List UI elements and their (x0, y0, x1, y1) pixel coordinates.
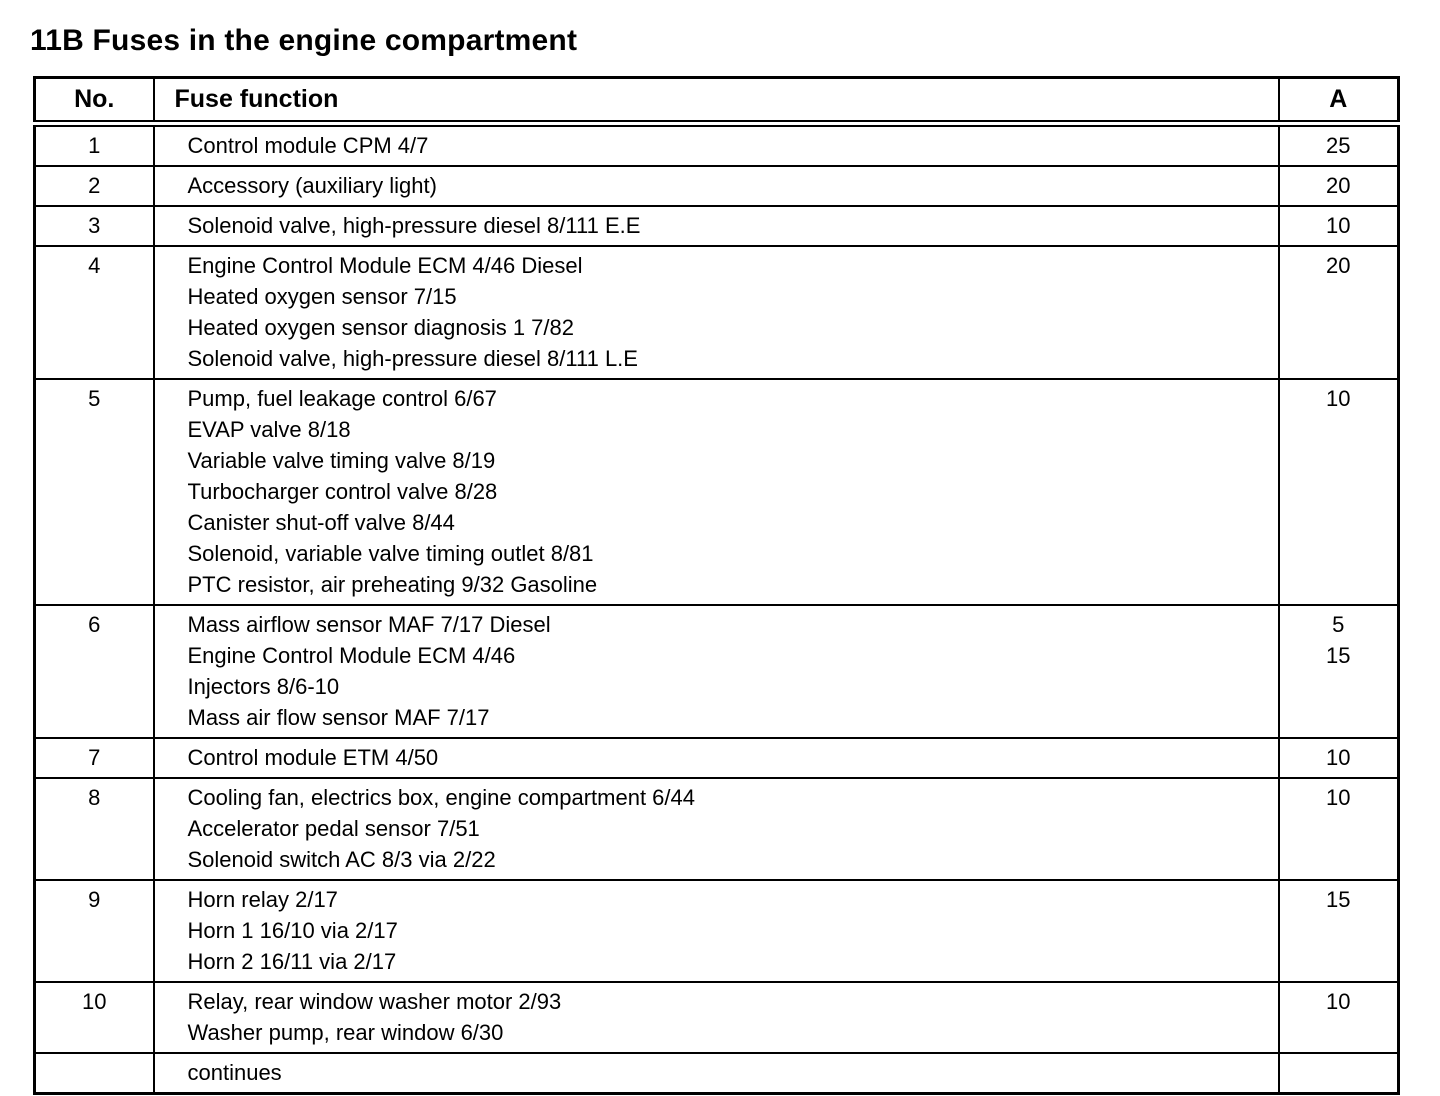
fuse-function-line: Mass airflow sensor MAF 7/17 Diesel (187, 612, 551, 637)
fuse-functions: Pump, fuel leakage control 6/67 EVAP valv… (152, 378, 1280, 606)
fuse-function-line: Heated oxygen sensor 7/15 (187, 284, 457, 309)
table-row: 1 Control module CPM 4/7 25 (33, 122, 1400, 167)
fuse-amps: 10 (1277, 981, 1400, 1054)
fuse-amps: 10 (1277, 378, 1400, 606)
fuse-functions: Accessory (auxiliary light) (152, 165, 1280, 207)
fuse-functions: Cooling fan, electrics box, engine compa… (152, 777, 1280, 881)
fuse-function-line: Heated oxygen sensor diagnosis 1 7/82 (187, 315, 574, 340)
fuse-function-line: Solenoid valve, high-pressure diesel 8/1… (187, 346, 638, 371)
amp-value: 10 (1326, 989, 1351, 1014)
amp-value: 15 (1326, 643, 1351, 668)
fuse-number: 5 (33, 378, 155, 606)
fuse-function-line: continues (187, 1060, 282, 1085)
column-header-fuse-function: Fuse function (152, 76, 1280, 127)
table-row: continues (33, 1052, 1400, 1095)
table-row: 6 Mass airflow sensor MAF 7/17 Diesel Eng… (33, 604, 1400, 739)
fuse-function-line: Turbocharger control valve 8/28 (187, 479, 498, 504)
fuse-function-line: Control module ETM 4/50 (187, 745, 439, 770)
fuse-amps: 10 (1277, 777, 1400, 881)
fuse-function-line: Horn 1 16/10 via 2/17 (187, 918, 398, 943)
table-row: 8 Cooling fan, electrics box, engine com… (33, 777, 1400, 881)
fuse-number: 9 (33, 879, 155, 983)
fuse-function-line: Solenoid switch AC 8/3 via 2/22 (187, 847, 496, 872)
amp-value: 15 (1326, 887, 1351, 912)
fuse-function-line: Accelerator pedal sensor 7/51 (187, 816, 480, 841)
fuse-functions: Horn relay 2/17 Horn 1 16/10 via 2/17 Horn… (152, 879, 1280, 983)
table-row: 2 Accessory (auxiliary light) 20 (33, 165, 1400, 207)
fuse-amps: 25 (1277, 122, 1400, 167)
fuse-functions: Control module ETM 4/50 (152, 737, 1280, 779)
fuse-table-header: No. Fuse function A (33, 76, 1400, 127)
fuse-functions: Engine Control Module ECM 4/46 Diesel Hea… (152, 245, 1280, 380)
fuse-function-line: Engine Control Module ECM 4/46 Diesel (187, 253, 583, 278)
fuse-function-line: Horn relay 2/17 (187, 887, 338, 912)
table-row: 5 Pump, fuel leakage control 6/67 EVAP va… (33, 378, 1400, 606)
amp-value: 10 (1326, 386, 1351, 411)
fuse-functions: Solenoid valve, high-pressure diesel 8/1… (152, 205, 1280, 247)
fuse-table: No. Fuse function A 1 Control module CPM… (33, 76, 1400, 1095)
table-row: 7 Control module ETM 4/50 10 (33, 737, 1400, 779)
fuse-number: 8 (33, 777, 155, 881)
fuse-function-line: Relay, rear window washer motor 2/93 (187, 989, 562, 1014)
fuse-amps (1277, 1052, 1400, 1095)
fuse-functions: continues (152, 1052, 1280, 1095)
fuse-function-line: PTC resistor, air preheating 9/32 Gasoli… (187, 572, 598, 597)
page-title: 11B Fuses in the engine compartment (30, 24, 578, 57)
table-row: 10 Relay, rear window washer motor 2/93 W… (33, 981, 1400, 1054)
fuse-function-line: Cooling fan, electrics box, engine compa… (187, 785, 696, 810)
fuse-functions: Control module CPM 4/7 (152, 122, 1280, 167)
fuse-amps: 10 (1277, 737, 1400, 779)
amp-value: 10 (1326, 785, 1351, 810)
amp-value: 25 (1326, 133, 1351, 158)
fuse-amps: 5 15 (1277, 604, 1400, 739)
fuse-number: 7 (33, 737, 155, 779)
amp-value: 5 (1332, 612, 1345, 637)
table-row: 3 Solenoid valve, high-pressure diesel 8… (33, 205, 1400, 247)
fuse-number: 6 (33, 604, 155, 739)
fuse-function-line: Mass air flow sensor MAF 7/17 (187, 705, 490, 730)
fuse-number: 3 (33, 205, 155, 247)
amp-value: 20 (1326, 253, 1351, 278)
fuse-function-line: Accessory (auxiliary light) (187, 173, 437, 198)
fuse-function-line: Control module CPM 4/7 (187, 133, 429, 158)
fuse-number: 2 (33, 165, 155, 207)
table-row: 4 Engine Control Module ECM 4/46 Diesel H… (33, 245, 1400, 380)
fuse-function-line: Canister shut-off valve 8/44 (187, 510, 455, 535)
fuse-amps: 10 (1277, 205, 1400, 247)
fuse-function-line: Solenoid valve, high-pressure diesel 8/1… (187, 213, 641, 238)
fuse-number (33, 1052, 155, 1095)
header-row: No. Fuse function A (33, 76, 1400, 127)
column-header-amps: A (1277, 76, 1400, 127)
fuse-number: 1 (33, 122, 155, 167)
fuse-function-line: Variable valve timing valve 8/19 (187, 448, 496, 473)
amp-value: 20 (1326, 173, 1351, 198)
fuse-amps: 20 (1277, 165, 1400, 207)
fuse-function-line: Pump, fuel leakage control 6/67 (187, 386, 497, 411)
fuse-function-line: EVAP valve 8/18 (187, 417, 351, 442)
fuse-function-line: Washer pump, rear window 6/30 (187, 1020, 504, 1045)
fuse-amps: 20 (1277, 245, 1400, 380)
table-row: 9 Horn relay 2/17 Horn 1 16/10 via 2/17 Ho… (33, 879, 1400, 983)
fuse-table-body: 1 Control module CPM 4/7 25 2 Accessory … (33, 122, 1400, 1095)
fuse-function-line: Solenoid, variable valve timing outlet 8… (187, 541, 594, 566)
fuse-function-line: Injectors 8/6-10 (187, 674, 340, 699)
amp-value: 10 (1326, 745, 1351, 770)
fuse-functions: Mass airflow sensor MAF 7/17 Diesel Engin… (152, 604, 1280, 739)
fuse-functions: Relay, rear window washer motor 2/93 Wash… (152, 981, 1280, 1054)
amp-value: 10 (1326, 213, 1351, 238)
fuse-number: 10 (33, 981, 155, 1054)
column-header-no: No. (33, 76, 155, 127)
fuse-amps: 15 (1277, 879, 1400, 983)
fuse-function-line: Engine Control Module ECM 4/46 (187, 643, 516, 668)
fuse-function-line: Horn 2 16/11 via 2/17 (187, 949, 397, 974)
fuse-number: 4 (33, 245, 155, 380)
